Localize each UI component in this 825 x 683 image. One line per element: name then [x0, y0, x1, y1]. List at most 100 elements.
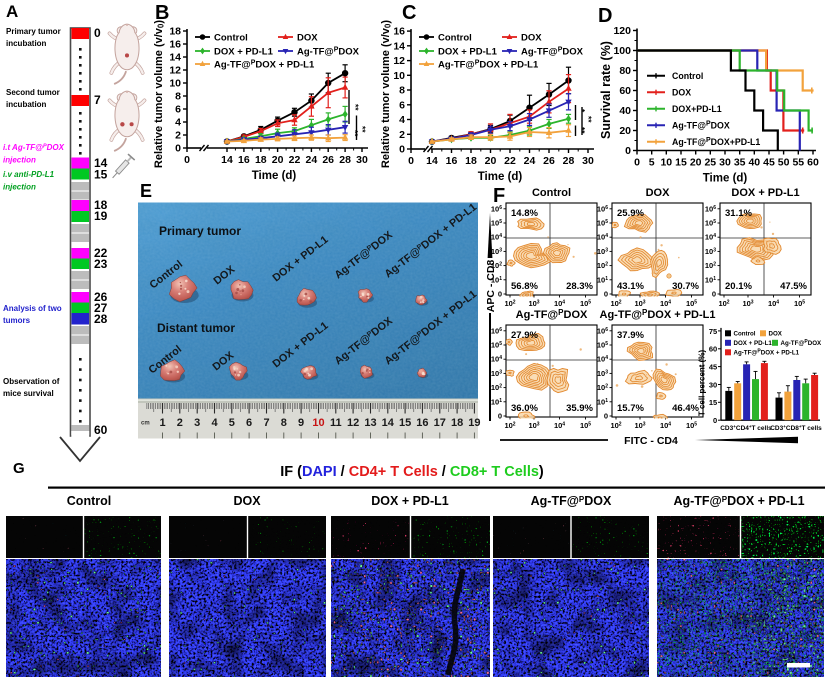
svg-text:106: 106: [705, 204, 716, 213]
svg-text:**: **: [351, 104, 361, 111]
svg-text:injection: injection: [3, 156, 36, 165]
svg-text:103: 103: [634, 421, 645, 430]
svg-text:26: 26: [543, 155, 555, 167]
svg-text:103: 103: [705, 247, 716, 256]
svg-text:tumors: tumors: [3, 316, 31, 325]
svg-text:16: 16: [169, 39, 181, 51]
svg-text:101: 101: [491, 275, 502, 284]
svg-text:60: 60: [807, 157, 819, 169]
svg-text:103: 103: [597, 369, 608, 378]
svg-text:14: 14: [169, 52, 181, 64]
svg-text:incubation: incubation: [6, 39, 47, 48]
svg-text:19: 19: [94, 209, 108, 223]
svg-text:16: 16: [416, 417, 428, 429]
svg-text:45: 45: [763, 157, 775, 169]
svg-text:Ag-TF@PDOX: Ag-TF@PDOX: [781, 339, 823, 347]
svg-text:Time (d): Time (d): [478, 171, 523, 183]
svg-text:DOX + PD-L1: DOX + PD-L1: [371, 494, 448, 508]
svg-text:15.7%: 15.7%: [617, 403, 644, 414]
svg-text:Control: Control: [214, 33, 248, 44]
svg-text:102: 102: [491, 261, 502, 270]
svg-text:DOX + PD-L1: DOX + PD-L1: [731, 187, 799, 199]
svg-text:102: 102: [504, 421, 515, 430]
svg-text:23: 23: [94, 257, 108, 271]
svg-text:DOX + PD-L1: DOX + PD-L1: [438, 47, 498, 58]
svg-text:Ag-TF@PDOX: Ag-TF@PDOX: [521, 47, 584, 58]
svg-text:A: A: [6, 2, 18, 21]
svg-text:DOX: DOX: [672, 88, 691, 98]
svg-text:28: 28: [563, 155, 575, 167]
svg-text:Ag-TF@PDOX + PD-L1: Ag-TF@PDOX + PD-L1: [734, 348, 800, 356]
svg-text:DOX: DOX: [646, 187, 671, 199]
svg-text:0: 0: [399, 144, 405, 156]
svg-text:4: 4: [175, 117, 181, 129]
svg-text:101: 101: [597, 275, 608, 284]
svg-text:D: D: [598, 5, 612, 27]
svg-text:**: **: [358, 126, 368, 133]
svg-text:Ag-TF@PDOX: Ag-TF@PDOX: [516, 308, 588, 321]
svg-text:10: 10: [660, 157, 672, 169]
svg-text:6: 6: [246, 417, 252, 429]
svg-text:10: 10: [393, 70, 405, 82]
svg-text:100: 100: [613, 45, 631, 57]
svg-text:7: 7: [94, 93, 101, 107]
svg-text:Ag-TF@PDOX + PD-L1: Ag-TF@PDOX + PD-L1: [600, 308, 716, 321]
svg-text:Second tumor: Second tumor: [6, 88, 60, 97]
svg-text:31.1%: 31.1%: [725, 208, 752, 219]
svg-text:106: 106: [597, 326, 608, 335]
svg-text:28.3%: 28.3%: [566, 281, 593, 292]
svg-text:40: 40: [619, 105, 631, 117]
svg-text:22: 22: [504, 155, 516, 167]
svg-text:2: 2: [177, 417, 183, 429]
svg-text:*: *: [577, 109, 587, 113]
svg-text:18: 18: [169, 26, 181, 38]
svg-text:56.8%: 56.8%: [511, 281, 538, 292]
svg-text:24: 24: [306, 154, 318, 166]
svg-text:103: 103: [597, 247, 608, 256]
svg-text:0: 0: [498, 412, 502, 421]
svg-text:DOX + PD-L1: DOX + PD-L1: [734, 340, 773, 347]
svg-text:17: 17: [434, 417, 446, 429]
svg-text:0: 0: [498, 290, 502, 299]
svg-text:27: 27: [94, 301, 108, 315]
svg-text:80: 80: [619, 65, 631, 77]
svg-text:Control: Control: [532, 187, 571, 199]
svg-text:105: 105: [491, 341, 502, 350]
svg-text:8: 8: [399, 85, 405, 97]
svg-text:20: 20: [485, 155, 497, 167]
svg-text:20: 20: [619, 125, 631, 137]
svg-text:20.1%: 20.1%: [725, 281, 752, 292]
svg-text:35: 35: [734, 157, 746, 169]
svg-text:105: 105: [686, 299, 697, 308]
svg-text:102: 102: [504, 299, 515, 308]
svg-text:12: 12: [393, 55, 405, 67]
svg-text:**: **: [350, 130, 360, 137]
svg-text:20: 20: [690, 157, 702, 169]
svg-text:9: 9: [298, 417, 304, 429]
svg-text:22: 22: [94, 246, 108, 260]
svg-text:30.7%: 30.7%: [672, 281, 699, 292]
svg-text:Ag-TF@PDOX + PD-L1: Ag-TF@PDOX + PD-L1: [673, 494, 804, 508]
svg-text:0: 0: [713, 416, 717, 425]
svg-text:103: 103: [491, 369, 502, 378]
svg-text:DOX: DOX: [769, 331, 783, 338]
svg-text:8: 8: [175, 91, 181, 103]
svg-text:DOX: DOX: [297, 33, 318, 44]
svg-text:Ag-TF@PDOX: Ag-TF@PDOX: [297, 47, 360, 58]
svg-text:30: 30: [709, 380, 717, 389]
svg-text:15: 15: [675, 157, 687, 169]
svg-text:0: 0: [184, 154, 190, 166]
svg-text:Time (d): Time (d): [252, 170, 297, 182]
svg-text:Control: Control: [67, 494, 111, 508]
svg-text:Primary tumor: Primary tumor: [6, 27, 61, 36]
svg-text:55: 55: [792, 157, 804, 169]
svg-text:26: 26: [94, 290, 108, 304]
svg-text:104: 104: [660, 299, 671, 308]
svg-text:105: 105: [491, 219, 502, 228]
svg-text:103: 103: [528, 421, 539, 430]
svg-text:26: 26: [322, 154, 334, 166]
svg-text:11: 11: [330, 417, 342, 429]
svg-text:19: 19: [468, 417, 480, 429]
svg-text:C: C: [402, 2, 416, 24]
svg-text:Control: Control: [734, 331, 756, 338]
